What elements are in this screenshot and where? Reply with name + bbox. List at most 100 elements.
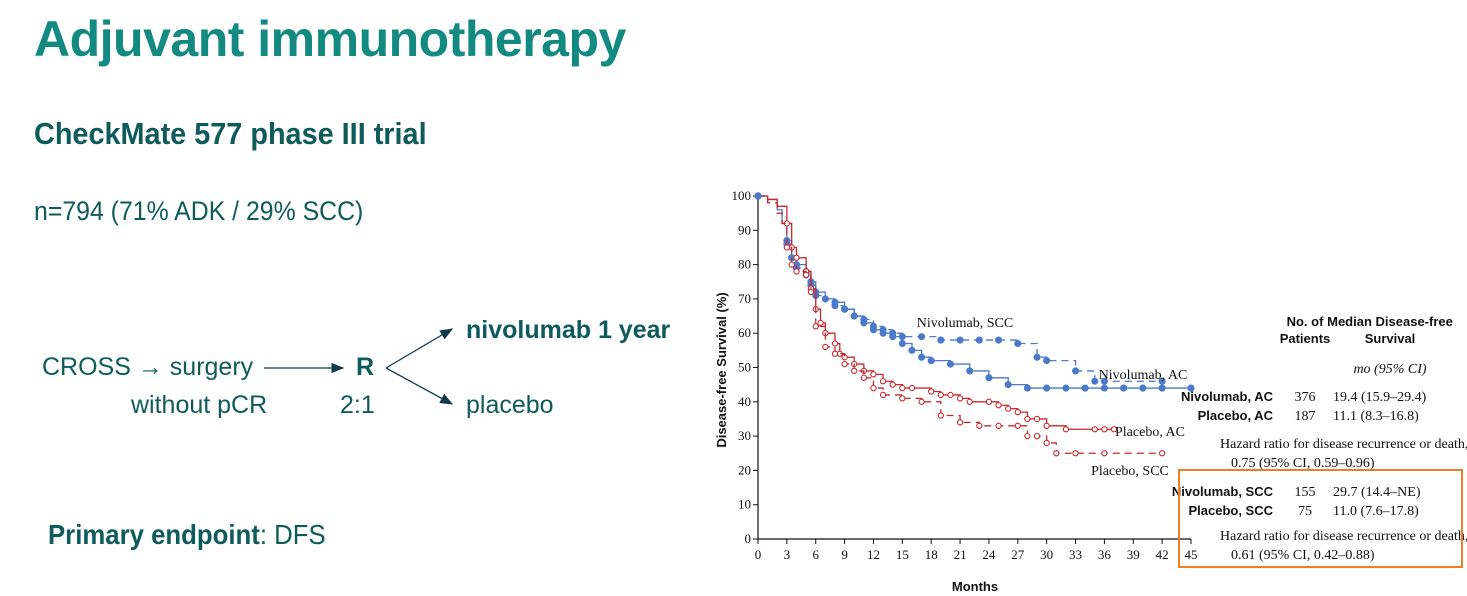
censor-mark [1158, 377, 1166, 385]
censor-mark [1139, 384, 1147, 392]
y-tick-label: 10 [738, 497, 751, 512]
censor-mark [1120, 384, 1128, 392]
censor-mark [937, 336, 945, 344]
censor-mark [985, 374, 993, 382]
x-tick-label: 36 [1098, 547, 1112, 562]
x-tick-label: 45 [1185, 547, 1198, 562]
x-tick-label: 21 [954, 547, 967, 562]
censor-mark [860, 319, 868, 327]
censor-mark [1158, 450, 1166, 457]
censor-mark [918, 333, 926, 341]
y-tick-label: 60 [738, 325, 751, 340]
censor-mark [831, 298, 839, 306]
censor-mark [1043, 384, 1051, 392]
censor-mark [793, 268, 800, 275]
x-tick-label: 30 [1040, 547, 1053, 562]
arrow-to-arm-b [385, 367, 454, 405]
censor-mark [1024, 432, 1031, 440]
censor-mark [966, 398, 973, 405]
censor-mark [995, 402, 1002, 409]
table-header-patients-2: Patients [1280, 331, 1331, 346]
table-header-units: mo (95% CI) [1353, 362, 1426, 377]
km-step-line [758, 195, 1115, 430]
y-tick-label: 40 [738, 394, 751, 409]
censor-mark [1043, 422, 1050, 429]
censor-mark [802, 271, 810, 279]
design-start-line2: without pCR [131, 391, 268, 419]
censor-mark [850, 312, 858, 320]
y-tick-label: 70 [738, 291, 751, 306]
row-placebo-scc-group: Placebo, SCC [1188, 503, 1273, 518]
hr-scc-line2: 0.61 (95% CI, 0.42–0.88) [1231, 548, 1375, 563]
row-nivolumab-scc-patients: 155 [1295, 485, 1316, 500]
km-step-line [758, 195, 1163, 382]
censor-mark [995, 422, 1002, 429]
censor-mark [812, 323, 819, 330]
series-nivolumab-ac: Nivolumab, AC [758, 195, 1195, 392]
censor-mark [889, 333, 897, 341]
censor-mark [860, 374, 867, 381]
row-placebo-scc-median: 11.0 (7.6–17.8) [1333, 504, 1419, 519]
y-tick-label: 30 [738, 428, 751, 443]
censor-mark [947, 391, 954, 399]
censor-mark [1053, 450, 1060, 457]
y-axis-label: Disease-free Survival (%) [714, 292, 729, 447]
censor-mark [976, 422, 983, 429]
series-placebo-scc: Placebo, SCC [758, 195, 1169, 479]
censor-mark [1072, 450, 1079, 457]
hr-scc-line1: Hazard ratio for disease recurrence or d… [1220, 529, 1467, 544]
hr-ac-line2: 0.75 (95% CI, 0.59–0.96) [1231, 456, 1375, 471]
x-tick-label: 24 [982, 547, 996, 562]
censor-mark [783, 244, 791, 251]
scc-highlight-box [1178, 469, 1463, 568]
series-label: Placebo, AC [1115, 425, 1185, 440]
chart-curves: Nivolumab, SCC Nivolumab, AC Placebo, AC Pl… [754, 192, 1195, 479]
x-tick-label: 15 [896, 547, 909, 562]
censor-mark [908, 384, 916, 392]
x-axis-label: Months [952, 579, 998, 594]
row-nivolumab-ac-patients: 376 [1295, 390, 1316, 405]
y-tick-label: 50 [738, 360, 751, 375]
y-tick-label: 90 [738, 222, 751, 237]
series-nivolumab-scc: Nivolumab, SCC [758, 195, 1166, 385]
hr-ac-line1: Hazard ratio for disease recurrence or d… [1220, 437, 1467, 452]
censor-mark [956, 419, 964, 426]
primary-endpoint: Primary endpoint: DFS [48, 519, 326, 551]
series-label: Nivolumab, AC [1099, 368, 1188, 383]
censor-mark [889, 381, 896, 388]
endpoint-value: : DFS [259, 519, 326, 550]
censor-mark [1062, 426, 1070, 433]
censor-mark [1071, 367, 1080, 375]
censor-mark [946, 360, 954, 368]
censor-mark [966, 367, 974, 375]
y-tick-label: 100 [732, 188, 752, 203]
censor-mark [1101, 450, 1108, 457]
censor-mark [918, 398, 925, 405]
censor-mark [1005, 405, 1012, 412]
censor-mark [870, 371, 877, 378]
censor-mark [1081, 384, 1089, 392]
censor-mark [1101, 426, 1108, 433]
x-tick-label: 9 [841, 547, 848, 562]
censor-mark [1014, 339, 1022, 348]
censor-mark [817, 319, 824, 327]
censor-mark [1033, 432, 1041, 440]
x-tick-label: 12 [867, 547, 880, 562]
censor-mark [788, 261, 795, 268]
endpoint-label: Primary endpoint [48, 519, 260, 550]
censor-mark [831, 350, 839, 357]
censor-mark [793, 254, 800, 261]
censor-mark [1158, 384, 1166, 392]
arm-b-label: placebo [466, 391, 554, 419]
censor-mark [898, 339, 906, 348]
km-step-line [758, 195, 1191, 389]
censor-mark [879, 391, 887, 399]
censor-mark [1004, 381, 1012, 389]
censor-mark [841, 360, 848, 368]
slide-subtitle: CheckMate 577 phase III trial [34, 116, 427, 151]
censor-mark [831, 340, 839, 347]
censor-mark [1062, 384, 1070, 392]
series-label: Placebo, SCC [1091, 464, 1169, 479]
